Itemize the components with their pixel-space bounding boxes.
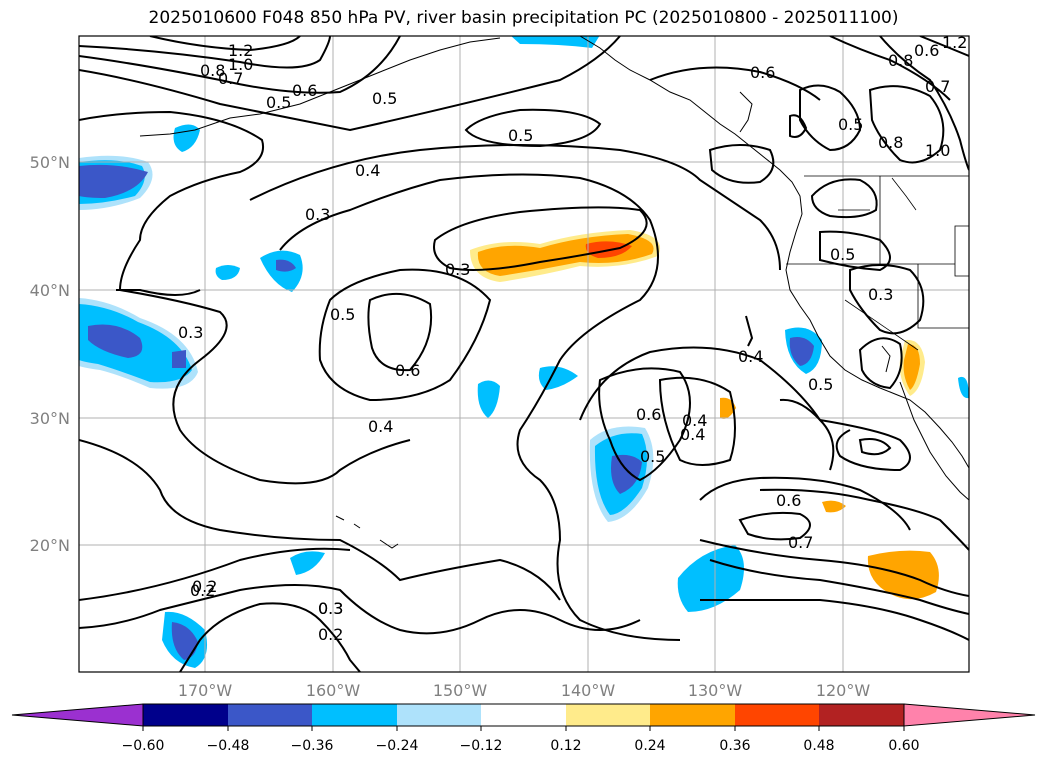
contour-label: 0.3 <box>318 599 343 618</box>
contour-label: 0.8 <box>200 61 225 80</box>
map-frame <box>78 35 970 673</box>
contour-label: 0.5 <box>830 245 855 264</box>
colorbar-segment <box>312 704 397 726</box>
colorbar-tick-label: 0.12 <box>550 738 581 754</box>
contour-label: 1.0 <box>228 55 253 74</box>
contour-label: 0.8 <box>888 51 913 70</box>
colorbar-segment <box>481 704 566 726</box>
contour-label: 0.2 <box>190 581 215 600</box>
contour-label: 0.6 <box>395 361 420 380</box>
colorbar-segment <box>735 704 819 726</box>
contour-label: 0.6 <box>636 405 661 424</box>
contour-label: 0.3 <box>178 323 203 342</box>
colorbar-tick-label: 0.48 <box>803 738 834 754</box>
contour-label: 0.4 <box>682 411 707 430</box>
colorbar-tick-label: 0.36 <box>719 738 750 754</box>
contour-label: 1.2 <box>942 33 967 52</box>
colorbar-segment <box>397 704 481 726</box>
contour-label: 1.0 <box>925 141 950 160</box>
lon-tick-label: 120°W <box>816 681 871 700</box>
contour-label: 0.3 <box>445 260 470 279</box>
lat-tick-label: 20°N <box>30 536 70 555</box>
contour-label: 0.5 <box>640 447 665 466</box>
latitude-labels: 50°N 40°N 30°N 20°N <box>30 153 70 555</box>
lon-tick-label: 140°W <box>561 681 616 700</box>
contour-label: 0.4 <box>368 417 393 436</box>
colorbar-segment <box>566 704 650 726</box>
contour-label: 0.7 <box>218 69 243 88</box>
negative-precip-shading <box>79 36 969 668</box>
contour-label: 0.5 <box>838 115 863 134</box>
longitude-labels: 170°W 160°W 150°W 140°W 130°W 120°W <box>178 681 871 700</box>
colorbar-tick-label: −0.60 <box>122 738 165 754</box>
lat-tick-label: 30°N <box>30 409 70 428</box>
lat-tick-label: 50°N <box>30 153 70 172</box>
contour-label: 0.5 <box>330 305 355 324</box>
lat-tick-label: 40°N <box>30 281 70 300</box>
contour-label: 0.4 <box>738 347 763 366</box>
contour-label: 1.2 <box>228 41 253 60</box>
colorbar-extend-right <box>903 703 1036 727</box>
contour-labels: 1.2 1.0 0.8 0.7 0.6 0.5 0.4 0.3 0.2 0.6 … <box>178 33 967 644</box>
colorbar-extend-left <box>11 703 144 727</box>
lon-tick-label: 170°W <box>178 681 233 700</box>
colorbar-tick-label: −0.24 <box>376 738 419 754</box>
contour-label: 0.6 <box>292 81 317 100</box>
contour-label: 0.4 <box>355 161 380 180</box>
colorbar-segment <box>143 704 228 726</box>
colorbar-tick-label: −0.36 <box>291 738 334 754</box>
map-title: 2025010600 F048 850 hPa PV, river basin … <box>148 8 899 28</box>
colorbar-tick-label: −0.48 <box>207 738 250 754</box>
gridlines <box>79 36 969 672</box>
contour-label: 0.6 <box>914 41 939 60</box>
contour-label: 0.7 <box>788 533 813 552</box>
pv-contours <box>79 36 969 672</box>
contour-label: 0.3 <box>305 205 330 224</box>
contour-label: 0.5 <box>808 375 833 394</box>
colorbar-segment <box>819 704 904 726</box>
contour-label: 0.2 <box>192 577 217 596</box>
lon-tick-label: 150°W <box>433 681 488 700</box>
political-borders <box>786 175 969 351</box>
contour-label: 0.3 <box>868 285 893 304</box>
map-area: 1.2 1.0 0.8 0.7 0.6 0.5 0.4 0.3 0.2 0.6 … <box>79 33 969 672</box>
contour-label: 0.5 <box>372 89 397 108</box>
colorbar-tick-label: 0.24 <box>634 738 665 754</box>
contour-label: 0.6 <box>750 63 775 82</box>
colorbar-tick-label: −0.12 <box>460 738 503 754</box>
colorbar-segment <box>228 704 312 726</box>
lon-tick-label: 160°W <box>306 681 361 700</box>
contour-label: 0.5 <box>266 93 291 112</box>
contour-label: 0.2 <box>318 625 343 644</box>
lon-tick-label: 130°W <box>688 681 743 700</box>
contour-label: 0.7 <box>925 77 950 96</box>
colorbar: −0.60 −0.48 −0.36 −0.24 −0.12 0.12 0.24 … <box>11 703 1036 754</box>
contour-label: 0.8 <box>878 133 903 152</box>
contour-label: 0.6 <box>776 491 801 510</box>
contour-label: 0.3 <box>318 599 343 618</box>
contour-label: 0.5 <box>508 126 533 145</box>
colorbar-tick-label: 0.60 <box>888 738 919 754</box>
colorbar-segment <box>650 704 735 726</box>
contour-label: 0.4 <box>680 425 705 444</box>
